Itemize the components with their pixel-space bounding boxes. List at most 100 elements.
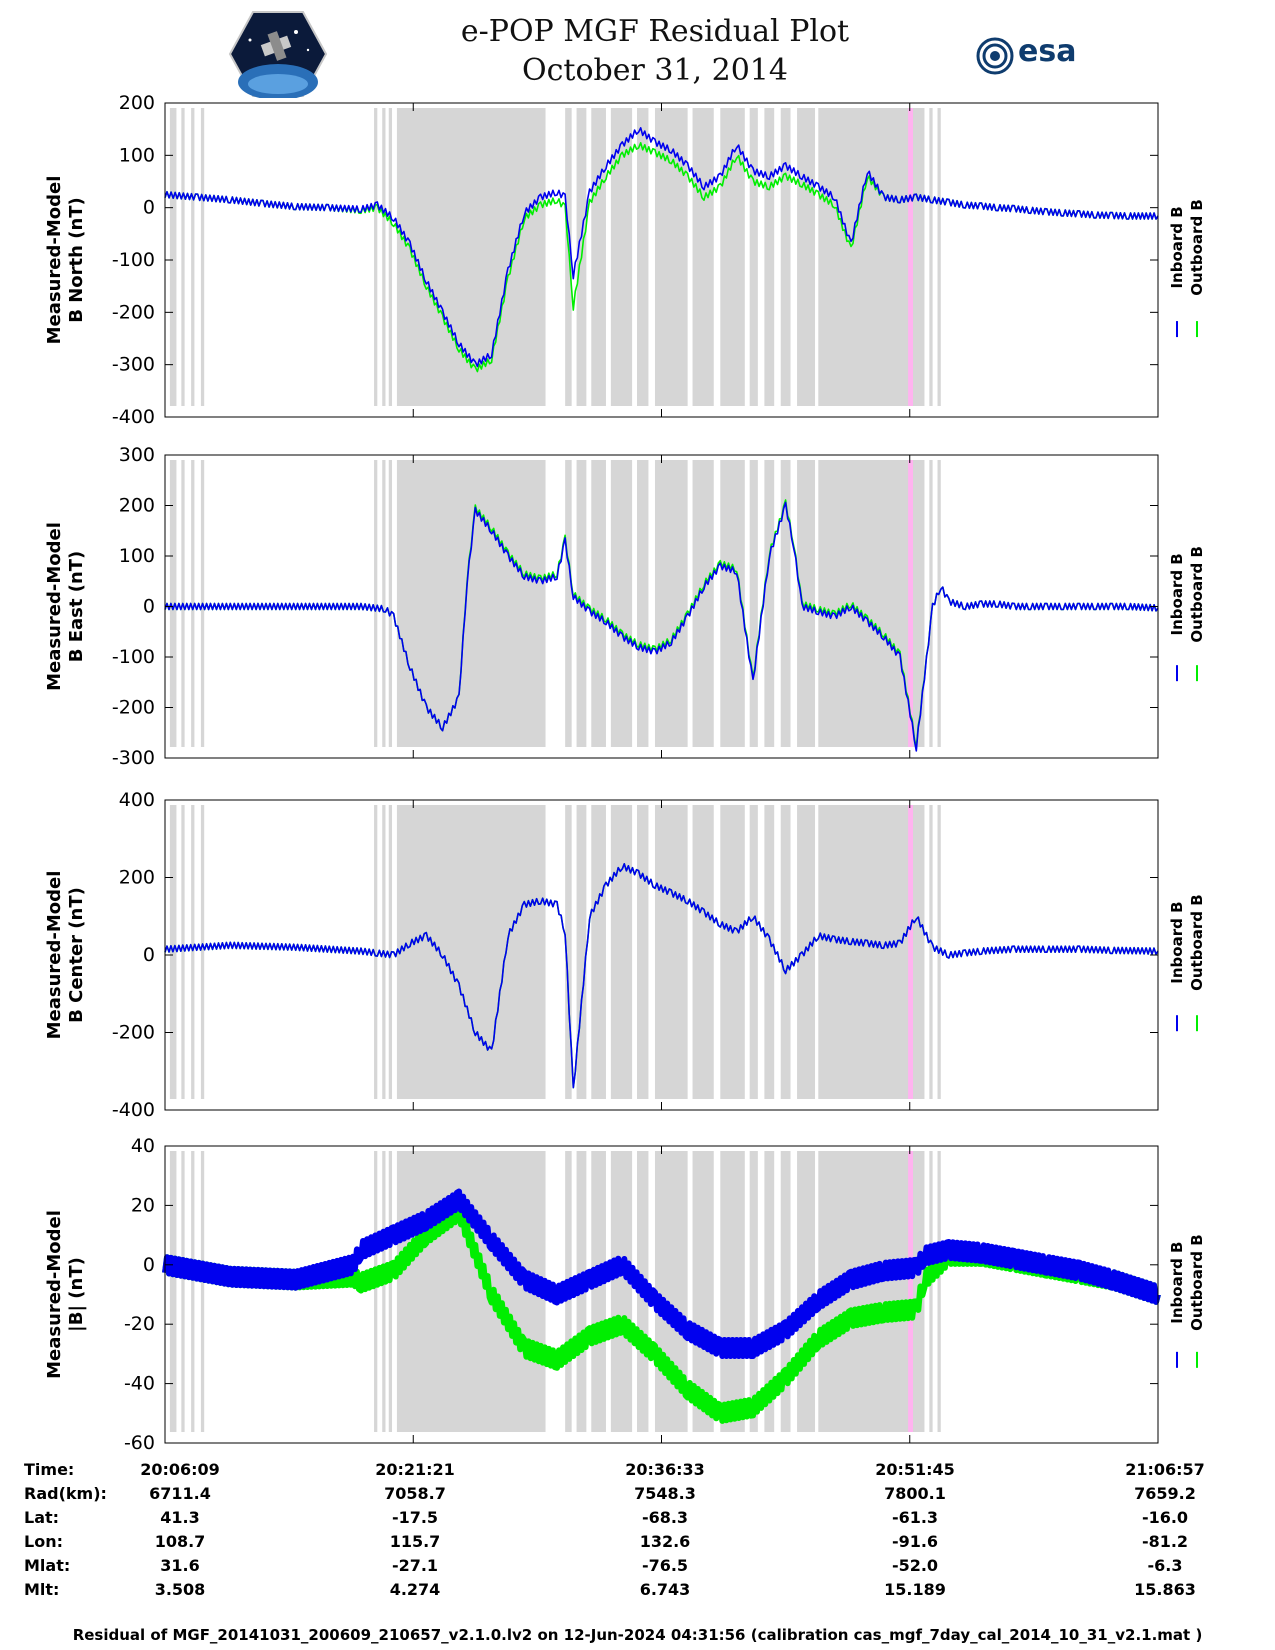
shade-band xyxy=(181,805,185,1099)
shade-band xyxy=(388,108,393,406)
table-cell: -52.0 xyxy=(891,1556,939,1575)
y-axis-label: Measured-Model xyxy=(44,871,65,1040)
shade-band xyxy=(654,805,688,1099)
header: e-POP MGF Residual Plot October 31, 2014… xyxy=(0,0,1275,100)
shade-band xyxy=(780,805,791,1099)
row-label: Mlat: xyxy=(24,1556,71,1575)
table-cell: -76.5 xyxy=(641,1556,689,1575)
shade-band xyxy=(396,805,546,1099)
series-line-inboard xyxy=(164,863,1159,1089)
shade-band xyxy=(797,108,816,406)
shade-band xyxy=(797,1151,816,1432)
row-label: Time: xyxy=(24,1460,75,1479)
shade-band xyxy=(692,805,714,1099)
table-cell: 41.3 xyxy=(160,1508,200,1527)
table-cell: 132.6 xyxy=(639,1532,691,1551)
shade-band xyxy=(374,1151,378,1432)
shade-band xyxy=(388,460,393,747)
table-cell: 3.508 xyxy=(154,1580,206,1599)
y-tick-label: -200 xyxy=(112,1022,155,1044)
shade-band xyxy=(818,460,925,747)
cassiope-satellite-logo-icon xyxy=(228,10,328,100)
chart-subtitle: October 31, 2014 xyxy=(522,53,788,88)
shade-band xyxy=(169,460,177,747)
table-cell: 20:06:09 xyxy=(140,1460,220,1479)
y-tick-label: 200 xyxy=(119,92,155,114)
chart-title: e-POP MGF Residual Plot xyxy=(460,14,850,49)
shade-band xyxy=(396,1151,546,1432)
y-tick-label: 100 xyxy=(119,144,155,166)
table-cell: 15.863 xyxy=(1134,1580,1196,1599)
table-cell: 20:21:21 xyxy=(375,1460,455,1479)
y-axis-label: B East (nT) xyxy=(66,551,87,663)
y-axis-label: Measured-Model xyxy=(44,1210,65,1379)
shade-band xyxy=(720,1151,745,1432)
shade-band xyxy=(200,805,205,1099)
pink-band xyxy=(908,460,914,747)
shade-band xyxy=(374,460,378,747)
shade-band xyxy=(764,1151,775,1432)
table-cell: 7058.7 xyxy=(384,1484,446,1503)
y-tick-label: 40 xyxy=(131,1135,155,1157)
series-line-inboard xyxy=(164,127,1159,368)
shade-band xyxy=(929,1151,933,1432)
y-axis-label: B North (nT) xyxy=(66,197,87,323)
shade-band xyxy=(937,1151,941,1432)
table-cell: 6711.4 xyxy=(149,1484,211,1503)
shade-band xyxy=(692,108,714,406)
shade-band xyxy=(720,108,745,406)
shade-band xyxy=(818,805,925,1099)
y-tick-label: -60 xyxy=(124,1432,155,1454)
shade-band xyxy=(388,805,393,1099)
shade-band xyxy=(374,108,378,406)
y-tick-label: -200 xyxy=(112,697,155,719)
y-tick-label: 200 xyxy=(119,867,155,889)
shade-band xyxy=(937,460,941,747)
orbit-info-table: Time: Rad(km): Lat: Lon: Mlat: Mlt: 20:06:09 67… xyxy=(0,1460,1275,1630)
y-axis-label: Measured-Model xyxy=(44,522,65,691)
y-tick-label: -300 xyxy=(112,747,155,769)
legend-entry-outboard: Outboard B xyxy=(1188,546,1206,643)
y-tick-label: 200 xyxy=(119,495,155,517)
table-cell: 115.7 xyxy=(389,1532,441,1551)
legend-entry-outboard: Outboard B xyxy=(1188,1234,1206,1331)
y-tick-label: 100 xyxy=(119,545,155,567)
y-tick-label: 0 xyxy=(143,596,155,618)
table-cell: -17.5 xyxy=(391,1508,439,1527)
shade-band xyxy=(169,1151,177,1432)
shade-band xyxy=(396,108,546,406)
shade-band xyxy=(388,1151,393,1432)
shade-band xyxy=(591,1151,606,1432)
shade-band xyxy=(576,805,587,1099)
file-caption: Residual of MGF_20141031_200609_210657_v… xyxy=(72,1626,1203,1644)
table-cell: 7548.3 xyxy=(634,1484,696,1503)
row-label: Rad(km): xyxy=(24,1484,107,1503)
shade-band xyxy=(797,805,816,1099)
table-cell: 7800.1 xyxy=(884,1484,946,1503)
legend-entry-inboard: Inboard B xyxy=(1168,1242,1186,1324)
y-tick-label: -100 xyxy=(112,249,155,271)
shade-band xyxy=(374,805,378,1099)
table-cell: 7659.2 xyxy=(1134,1484,1196,1503)
shade-band xyxy=(637,460,649,747)
y-tick-label: 300 xyxy=(119,444,155,466)
shade-band xyxy=(749,460,758,747)
series-line-inboard xyxy=(162,1188,1161,1359)
shade-band xyxy=(818,108,925,406)
shade-band xyxy=(169,108,177,406)
table-cell: 20:36:33 xyxy=(625,1460,705,1479)
table-cell: -6.3 xyxy=(1147,1556,1183,1575)
table-cell: 21:06:57 xyxy=(1125,1460,1205,1479)
table-cell: -68.3 xyxy=(641,1508,689,1527)
shade-band xyxy=(191,108,195,406)
shade-band xyxy=(764,805,775,1099)
shade-band xyxy=(565,460,572,747)
shade-band xyxy=(191,805,195,1099)
legend-entry-outboard: Outboard B xyxy=(1188,894,1206,991)
shade-band xyxy=(591,108,606,406)
shade-band xyxy=(382,1151,386,1432)
y-axis-label: |B| (nT) xyxy=(66,1257,87,1332)
y-tick-label: 0 xyxy=(143,944,155,966)
shade-band xyxy=(382,460,386,747)
